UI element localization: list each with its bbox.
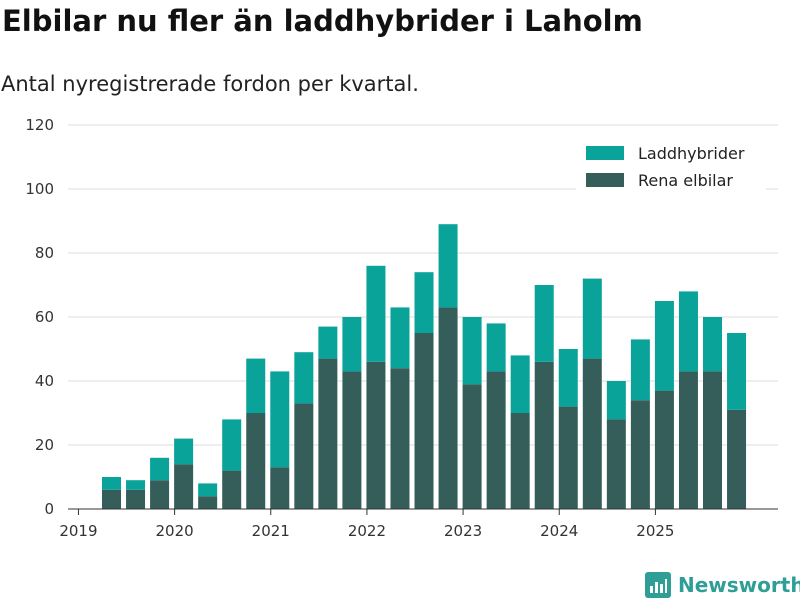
bar-laddhybrider-2019-Q2 [102,477,121,490]
x-tick-label: 2025 [636,522,674,540]
bar-series [102,224,747,509]
bar-laddhybrider-2024-Q1 [558,349,578,407]
bar-rena-elbilar-2022-Q1 [366,361,386,509]
bar-laddhybrider-2025-Q1 [654,301,674,391]
bar-rena-elbilar-2022-Q4 [438,307,458,509]
bar-rena-elbilar-2020-Q3 [222,470,242,509]
bar-laddhybrider-2025-Q4 [727,333,747,410]
bar-laddhybrider-2021-Q2 [294,352,314,404]
y-tick-label: 120 [25,116,54,134]
bar-laddhybrider-2020-Q3 [222,419,242,471]
bar-rena-elbilar-2020-Q4 [246,413,266,509]
bar-rena-elbilar-2025-Q1 [654,390,674,509]
bar-rena-elbilar-2023-Q1 [462,384,482,509]
bar-rena-elbilar-2023-Q2 [486,371,506,509]
bar-laddhybrider-2021-Q1 [270,371,290,468]
y-tick-label: 60 [35,308,54,326]
bar-rena-elbilar-2025-Q4 [727,409,747,509]
bar-rena-elbilar-2019-Q2 [102,489,121,509]
legend-label-laddhybrider: Laddhybrider [638,144,745,163]
bar-laddhybrider-2022-Q3 [414,272,434,333]
brand-name: Newsworthy [678,573,800,597]
bar-laddhybrider-2021-Q4 [342,317,362,372]
bar-rena-elbilar-2021-Q2 [294,403,314,509]
bar-rena-elbilar-2024-Q4 [630,400,650,509]
bar-rena-elbilar-2019-Q4 [150,480,170,509]
x-tick-label: 2023 [444,522,482,540]
x-tick-label: 2024 [540,522,578,540]
bar-rena-elbilar-2024-Q2 [582,358,602,509]
chart-title: Elbilar nu fler än laddhybrider i Laholm [2,4,643,38]
bar-laddhybrider-2023-Q3 [510,355,530,413]
chart-subtitle: Antal nyregistrerade fordon per kvartal. [1,72,419,96]
bar-laddhybrider-2024-Q3 [606,381,626,420]
bar-rena-elbilar-2024-Q3 [606,419,626,509]
y-axis: 0 20 40 60 80 100 120 [25,116,54,518]
stacked-bar-chart: 0 20 40 60 80 100 120 2019 2020 2021 2022 2023 2024… [25,116,778,540]
x-tick-label: 2019 [59,522,97,540]
bar-laddhybrider-2021-Q3 [318,326,338,359]
newsworthy-logo-icon [645,572,671,598]
bar-laddhybrider-2019-Q3 [126,480,146,490]
bar-laddhybrider-2020-Q1 [174,438,194,465]
legend-swatch-laddhybrider [586,146,624,160]
bar-laddhybrider-2023-Q1 [462,317,482,385]
bar-rena-elbilar-2020-Q2 [198,496,218,509]
y-tick-label: 0 [44,500,54,518]
bar-laddhybrider-2023-Q4 [534,285,554,362]
y-tick-label: 80 [35,244,54,262]
bar-laddhybrider-2019-Q4 [150,457,170,481]
x-axis: 2019 2020 2021 2022 2023 2024 2025 [59,508,778,540]
bar-rena-elbilar-2025-Q2 [678,371,698,509]
bar-rena-elbilar-2020-Q1 [174,464,194,509]
bar-rena-elbilar-2021-Q1 [270,467,290,509]
bar-laddhybrider-2022-Q4 [438,224,458,308]
bar-laddhybrider-2025-Q2 [678,291,698,372]
y-tick-label: 100 [25,180,54,198]
bar-rena-elbilar-2022-Q3 [414,333,434,509]
x-tick-label: 2022 [348,522,386,540]
x-tick-label: 2020 [156,522,194,540]
bar-laddhybrider-2023-Q2 [486,323,506,372]
legend-label-rena-elbilar: Rena elbilar [638,171,733,190]
bar-laddhybrider-2024-Q2 [582,278,602,359]
bar-rena-elbilar-2021-Q3 [318,358,338,509]
bar-laddhybrider-2024-Q4 [630,339,650,401]
bar-laddhybrider-2020-Q2 [198,483,218,497]
legend: Laddhybrider Rena elbilar [576,140,766,190]
bar-laddhybrider-2025-Q3 [703,317,722,372]
bar-rena-elbilar-2023-Q3 [510,413,530,509]
bar-laddhybrider-2022-Q1 [366,265,386,362]
bar-rena-elbilar-2022-Q2 [390,368,410,509]
bar-laddhybrider-2020-Q4 [246,358,266,413]
bar-rena-elbilar-2021-Q4 [342,371,362,509]
x-tick-label: 2021 [252,522,290,540]
brand-logo: Newsworthy [645,570,800,600]
legend-swatch-rena-elbilar [586,173,624,187]
y-tick-label: 20 [35,436,54,454]
bar-rena-elbilar-2025-Q3 [703,371,722,509]
bar-laddhybrider-2022-Q2 [390,307,410,369]
bar-rena-elbilar-2023-Q4 [534,361,554,509]
bar-rena-elbilar-2019-Q3 [126,489,146,509]
bar-rena-elbilar-2024-Q1 [558,406,578,509]
y-tick-label: 40 [35,372,54,390]
